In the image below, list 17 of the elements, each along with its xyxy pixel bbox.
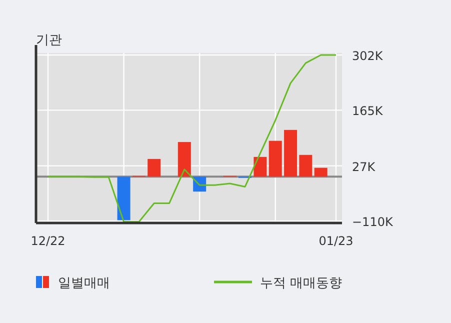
x-tick-label: 01/23 (318, 234, 354, 248)
bar (314, 168, 328, 177)
y-tick-label: 165K (352, 104, 384, 118)
y-tick-label: 27K (352, 160, 376, 174)
legend-label: 일별매매 (58, 276, 110, 291)
bar (117, 176, 130, 220)
legend-label: 누적 매매동향 (260, 276, 342, 291)
chart-title: 기관 (36, 33, 62, 48)
bar (148, 158, 161, 177)
bar (284, 130, 298, 177)
bar (268, 140, 282, 177)
bar (178, 142, 191, 177)
y-tick-label: −110K (352, 214, 394, 229)
y-tick-label: 302K (352, 49, 384, 64)
bar (254, 156, 267, 177)
x-tick-label: 12/22 (30, 234, 66, 248)
bar (299, 154, 312, 177)
